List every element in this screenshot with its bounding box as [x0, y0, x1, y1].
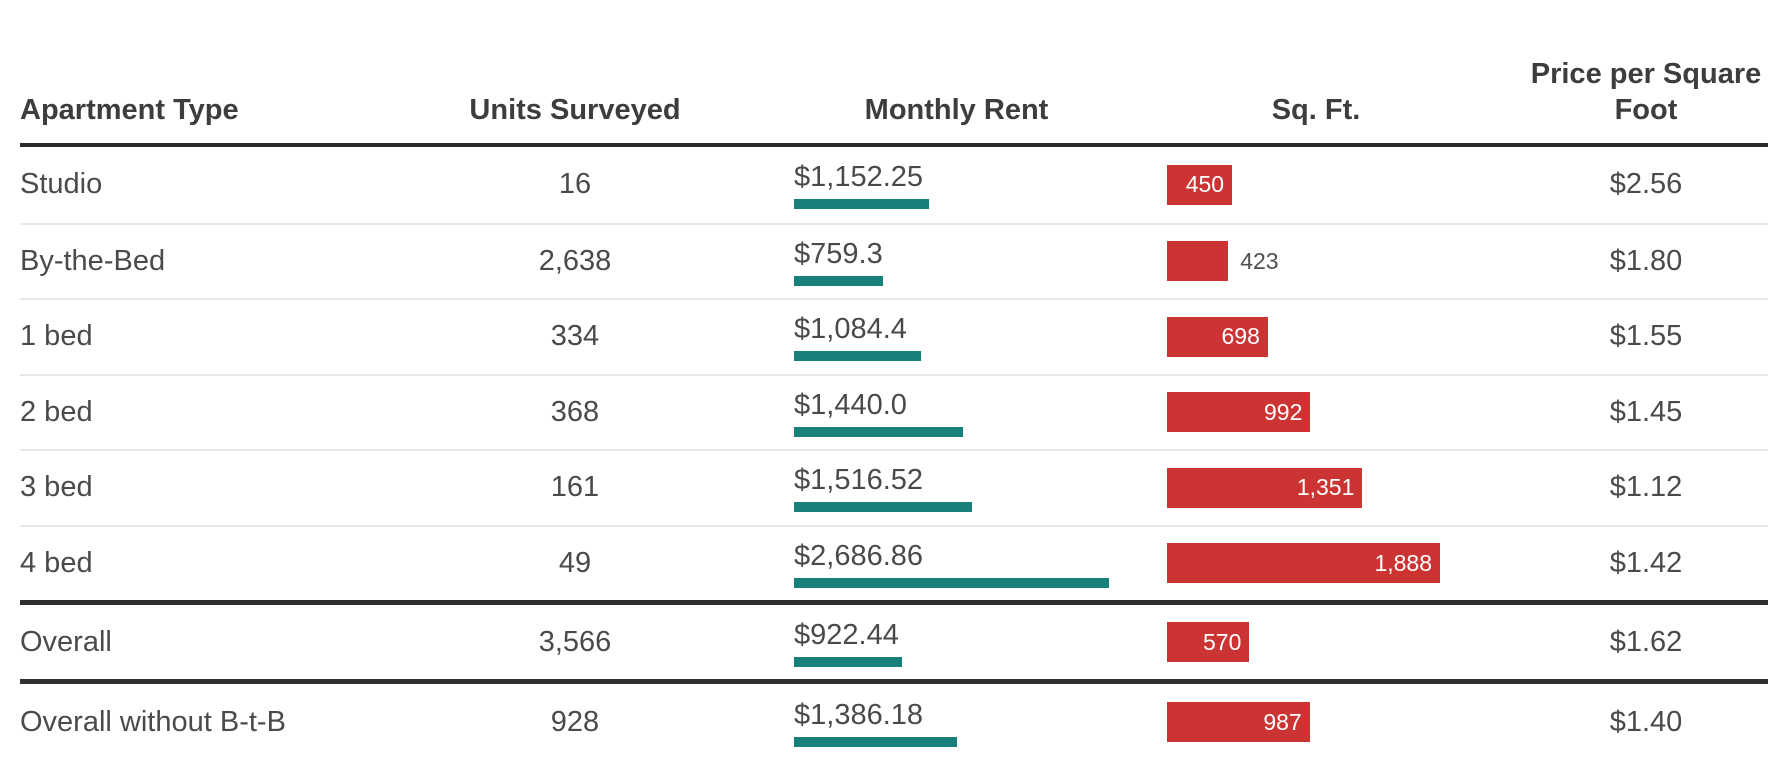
table-row: Studio 16 $1,152.25 450 $2.56: [20, 147, 1768, 223]
price-per-sqft-cell: $1.45: [1609, 395, 1683, 428]
apartment-type-cell: Overall without B-t-B: [20, 705, 286, 738]
monthly-rent-cell: $759.3: [780, 225, 1155, 299]
price-per-sqft-cell: $1.40: [1609, 705, 1683, 738]
units-surveyed-cell: 49: [558, 546, 592, 579]
sqft-bar: 1,351: [1167, 467, 1363, 508]
price-per-sqft-cell: $2.56: [1609, 168, 1683, 201]
table-row: 1 bed 334 $1,084.4 698 $1.55: [20, 298, 1768, 374]
sqft-cell: 1,351: [1155, 451, 1465, 525]
apartment-type-cell: 2 bed: [20, 395, 93, 428]
sqft-value: 423: [1240, 247, 1279, 274]
table-row: 2 bed 368 $1,440.0 992 $1.45: [20, 373, 1768, 450]
units-surveyed-cell: 16: [558, 168, 592, 201]
units-surveyed-cell: 928: [550, 705, 600, 738]
monthly-rent-cell: $1,386.18: [780, 684, 1155, 760]
monthly-rent-bar: [794, 351, 922, 362]
apartment-rent-table: Apartment Type Units Surveyed Monthly Re…: [20, 0, 1768, 760]
price-per-sqft-cell: $1.42: [1609, 546, 1683, 579]
monthly-rent-cell: $1,440.0: [780, 376, 1155, 450]
sqft-value: 987: [1263, 708, 1302, 735]
sqft-bar: 450: [1167, 164, 1233, 205]
monthly-rent-bar: [794, 426, 963, 437]
apartment-type-cell: 4 bed: [20, 546, 93, 579]
units-surveyed-cell: 2,638: [538, 244, 612, 277]
sqft-bar: 570: [1167, 622, 1250, 662]
monthly-rent-cell: $1,152.25: [780, 147, 1155, 223]
col-header-price-per-square-foot: Price per Square Foot: [1530, 58, 1762, 126]
sqft-bar: 992: [1167, 392, 1311, 433]
sqft-bar: 1,888: [1167, 543, 1440, 584]
col-header-apartment-type: Apartment Type: [20, 94, 239, 126]
monthly-rent-value: $1,440.0: [794, 388, 907, 421]
sqft-bar: [1167, 241, 1229, 282]
sqft-cell: 1,888: [1155, 527, 1465, 601]
sqft-cell: 992: [1155, 376, 1465, 450]
monthly-rent-value: $1,386.18: [794, 698, 924, 731]
sqft-value: 992: [1264, 398, 1303, 425]
monthly-rent-bar: [794, 577, 1109, 588]
monthly-rent-cell: $2,686.86: [780, 527, 1155, 601]
monthly-rent-cell: $922.44: [780, 605, 1155, 679]
units-surveyed-cell: 368: [550, 395, 600, 428]
table-row: 3 bed 161 $1,516.52 1,351 $1.12: [20, 449, 1768, 525]
sqft-value: 570: [1203, 628, 1242, 655]
table-row: Overall 3,566 $922.44 570 $1.62: [20, 600, 1768, 679]
monthly-rent-value: $2,686.86: [794, 539, 924, 572]
table-row: Overall without B-t-B 928 $1,386.18 987 $1.4…: [20, 679, 1768, 760]
table-row: By-the-Bed 2,638 $759.3 423 $1.80: [20, 222, 1768, 299]
apartment-type-cell: 1 bed: [20, 320, 93, 353]
price-per-sqft-cell: $1.80: [1609, 244, 1683, 277]
sqft-cell: 450: [1155, 147, 1465, 223]
apartment-type-cell: Studio: [20, 168, 103, 201]
table-header-row: Apartment Type Units Surveyed Monthly Re…: [20, 0, 1768, 147]
monthly-rent-bar: [794, 656, 903, 667]
monthly-rent-cell: $1,084.4: [780, 300, 1155, 374]
sqft-cell: 698: [1155, 300, 1465, 374]
col-header-monthly-rent: Monthly Rent: [864, 94, 1049, 126]
price-per-sqft-cell: $1.55: [1609, 320, 1683, 353]
sqft-cell: 987: [1155, 684, 1465, 760]
monthly-rent-bar: [794, 275, 883, 286]
sqft-bar: 987: [1167, 702, 1310, 742]
price-per-sqft-cell: $1.62: [1609, 625, 1683, 658]
apartment-type-cell: Overall: [20, 625, 112, 658]
sqft-value: 698: [1221, 323, 1260, 350]
table-row: 4 bed 49 $2,686.86 1,888 $1.42: [20, 524, 1768, 601]
col-header-units-surveyed: Units Surveyed: [469, 94, 681, 126]
monthly-rent-cell: $1,516.52: [780, 451, 1155, 525]
sqft-value: 1,351: [1296, 474, 1355, 501]
sqft-value: 1,888: [1374, 549, 1432, 576]
monthly-rent-bar: [794, 502, 972, 513]
monthly-rent-value: $922.44: [794, 618, 899, 651]
sqft-cell: 570: [1155, 605, 1465, 679]
units-surveyed-cell: 3,566: [538, 625, 612, 658]
apartment-type-cell: By-the-Bed: [20, 244, 166, 277]
sqft-value: 450: [1185, 171, 1225, 198]
monthly-rent-bar: [794, 736, 957, 747]
monthly-rent-value: $1,516.52: [794, 464, 924, 497]
monthly-rent-value: $1,084.4: [794, 313, 907, 346]
monthly-rent-value: $759.3: [794, 237, 883, 270]
sqft-bar: 698: [1167, 316, 1268, 357]
table-body: Studio 16 $1,152.25 450 $2.56 By-the-Bed 2,638…: [20, 147, 1768, 760]
monthly-rent-value: $1,152.25: [794, 161, 924, 194]
sqft-cell: 423: [1155, 225, 1465, 299]
units-surveyed-cell: 334: [550, 320, 600, 353]
units-surveyed-cell: 161: [550, 471, 600, 504]
monthly-rent-bar: [794, 199, 930, 210]
col-header-sqft: Sq. Ft.: [1271, 94, 1361, 126]
price-per-sqft-cell: $1.12: [1609, 471, 1683, 504]
apartment-type-cell: 3 bed: [20, 471, 93, 504]
